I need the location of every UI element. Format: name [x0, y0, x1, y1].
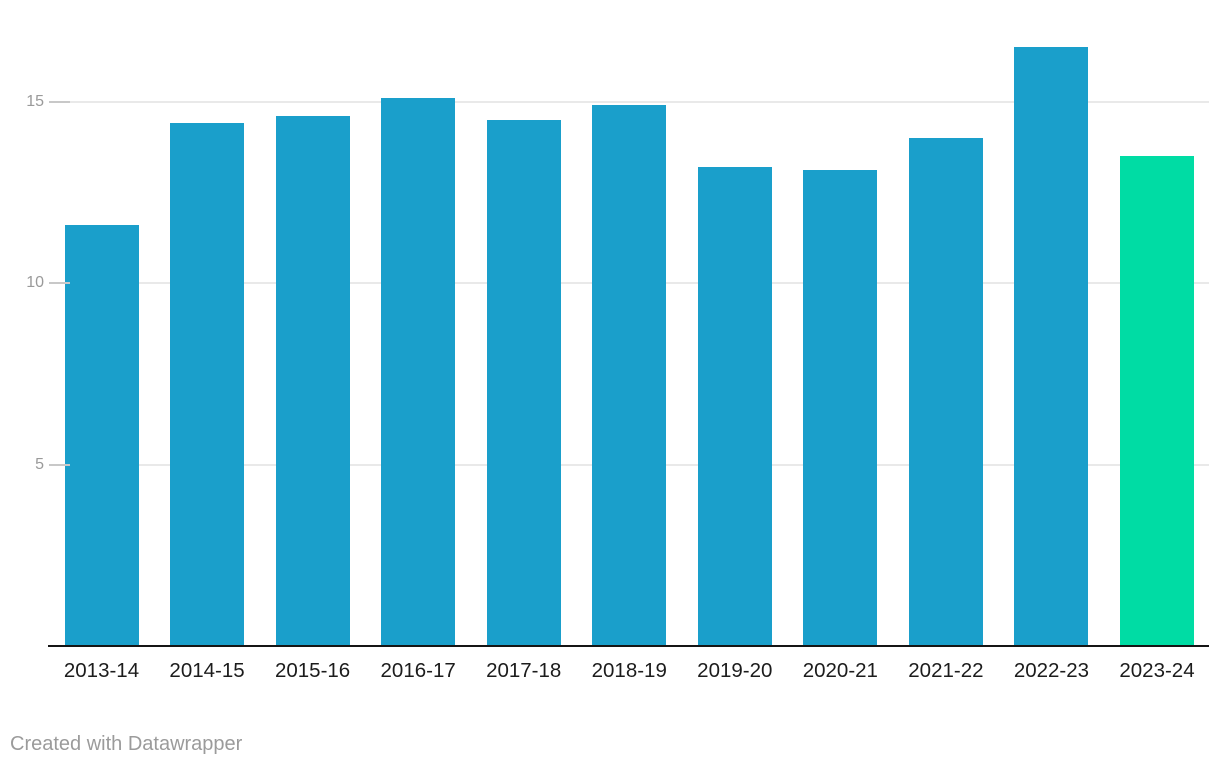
y-tick-mark-5 — [49, 463, 70, 466]
x-label-2023-24: 2023-24 — [1119, 659, 1195, 682]
bar-2020-21[interactable] — [803, 170, 878, 646]
x-label-2014-15: 2014-15 — [169, 659, 245, 682]
bar-2021-22[interactable] — [908, 137, 983, 646]
x-label-2019-20: 2019-20 — [697, 659, 773, 682]
bar-2014-15[interactable] — [170, 123, 245, 646]
x-label-2021-22: 2021-22 — [908, 659, 984, 682]
x-label-2020-21: 2020-21 — [802, 659, 878, 682]
bar-2017-18[interactable] — [486, 119, 561, 646]
y-tick-label-10: 10 — [26, 274, 44, 291]
plot-area: 5 10 15 — [26, 47, 1209, 647]
x-label-2017-18: 2017-18 — [486, 659, 562, 682]
x-label-2016-17: 2016-17 — [380, 659, 456, 682]
bar-2016-17[interactable] — [381, 97, 456, 646]
bar-2023-24[interactable] — [1120, 155, 1194, 646]
y-tick-mark-15 — [49, 100, 70, 103]
x-label-2022-23: 2022-23 — [1013, 659, 1090, 682]
x-label-2018-19: 2018-19 — [591, 659, 667, 682]
bar-2018-19[interactable] — [592, 105, 667, 646]
bar-2022-23[interactable] — [1014, 47, 1089, 646]
bar-2015-16[interactable] — [275, 116, 350, 646]
bar-2019-20[interactable] — [697, 166, 772, 646]
y-tick-mark-10 — [49, 282, 70, 284]
y-tick-label-5: 5 — [35, 455, 44, 473]
datawrapper-attribution-link[interactable]: Created with Datawrapper — [10, 733, 243, 755]
x-label-2013-14: 2013-14 — [63, 659, 140, 682]
bar-2013-14[interactable] — [64, 224, 139, 646]
x-axis-line — [48, 644, 1209, 647]
gridline-15 — [49, 100, 1209, 103]
y-tick-label-15: 15 — [26, 92, 44, 110]
x-label-2015-16: 2015-16 — [274, 659, 351, 682]
